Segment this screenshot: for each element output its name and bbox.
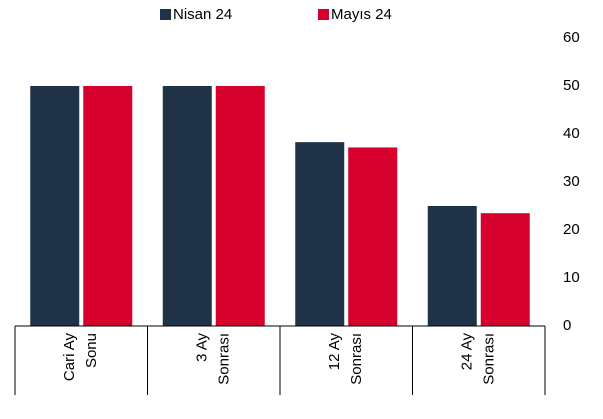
x-tick-label: 24 Ay <box>459 333 476 371</box>
bar <box>215 86 265 326</box>
legend-swatch <box>318 9 329 20</box>
x-tick-label: Sonu <box>83 333 100 368</box>
y-tick-label: 40 <box>563 125 580 142</box>
legend-label: Mayıs 24 <box>331 6 392 23</box>
bar <box>83 86 133 326</box>
y-tick-label: 30 <box>563 173 580 190</box>
bar <box>348 147 398 326</box>
x-tick-label: Sonrası <box>481 333 498 385</box>
bar <box>30 86 80 326</box>
y-tick-label: 50 <box>563 77 580 94</box>
legend-label: Nisan 24 <box>173 6 232 23</box>
x-tick-label: 3 Ay <box>194 333 211 362</box>
bar <box>427 206 477 326</box>
legend-swatch <box>160 9 171 20</box>
y-tick-label: 0 <box>563 317 571 334</box>
x-tick-label: Sonrası <box>216 333 233 385</box>
bar <box>480 213 530 326</box>
bar <box>162 86 212 326</box>
x-tick-label: Cari Ay <box>61 333 78 382</box>
y-tick-label: 20 <box>563 221 580 238</box>
x-tick-label: Sonrası <box>348 333 365 385</box>
bar <box>295 142 345 326</box>
y-tick-label: 60 <box>563 29 580 46</box>
x-tick-label: 12 Ay <box>326 333 343 371</box>
y-tick-label: 10 <box>563 269 580 286</box>
